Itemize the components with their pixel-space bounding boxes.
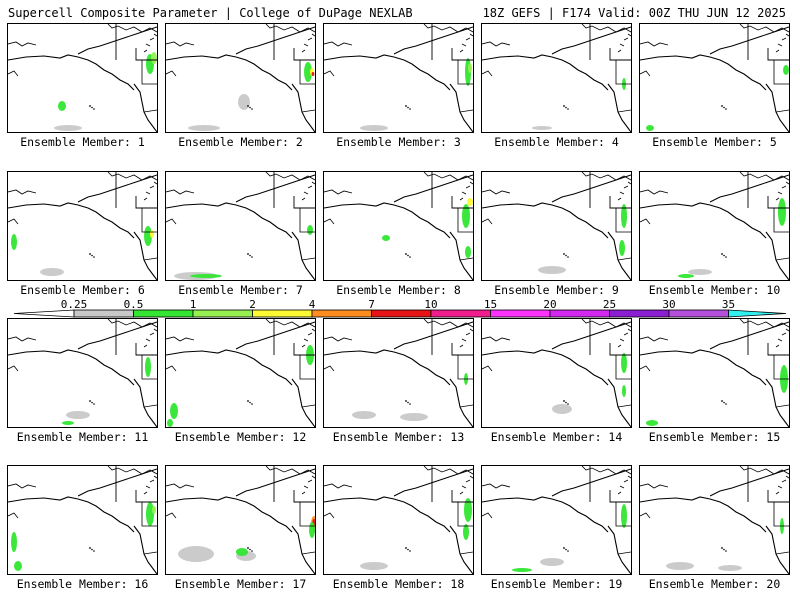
- colorbar-segment: [192, 309, 253, 318]
- colorbar-tick-label: 0.5: [124, 298, 144, 311]
- ensemble-member-map: [323, 23, 474, 133]
- map-canvas: [324, 319, 473, 427]
- ensemble-member-map: [165, 171, 316, 281]
- map-canvas: [640, 172, 789, 280]
- colorbar-tick-label: 0.25: [61, 298, 88, 311]
- ensemble-member-map: [165, 318, 316, 428]
- map-canvas: [482, 24, 631, 132]
- ensemble-member-label: Ensemble Member: 13: [332, 430, 465, 444]
- colorbar-tick-label: 10: [424, 298, 437, 311]
- map-canvas: [482, 466, 631, 574]
- map-canvas: [640, 319, 789, 427]
- colorbar-segment: [668, 309, 729, 318]
- colorbar-tick-label: 25: [603, 298, 616, 311]
- run-valid-time: 18Z GEFS | F174 Valid: 00Z THU JUN 12 20…: [482, 6, 786, 20]
- ensemble-member-map: [481, 465, 632, 575]
- ensemble-member-label: Ensemble Member: 10: [648, 283, 781, 297]
- ensemble-member-label: Ensemble Member: 3: [336, 135, 461, 149]
- map-canvas: [324, 172, 473, 280]
- ensemble-member-map: [7, 318, 158, 428]
- ensemble-member-label: Ensemble Member: 16: [16, 577, 149, 591]
- colorbar-segment: [73, 309, 134, 318]
- ensemble-member-map: [7, 465, 158, 575]
- colorbar-tick-label: 7: [368, 298, 375, 311]
- ensemble-member-map: [165, 23, 316, 133]
- ensemble-member-label: Ensemble Member: 7: [178, 283, 303, 297]
- map-canvas: [166, 466, 315, 574]
- ensemble-member-label: Ensemble Member: 6: [20, 283, 145, 297]
- colorbar-segment: [609, 309, 670, 318]
- ensemble-member-label: Ensemble Member: 18: [332, 577, 465, 591]
- colorbar-segment: [371, 309, 432, 318]
- colorbar-tick-label: 1: [190, 298, 197, 311]
- ensemble-member-label: Ensemble Member: 2: [178, 135, 303, 149]
- ensemble-member-label: Ensemble Member: 4: [494, 135, 619, 149]
- ensemble-member-map: [323, 171, 474, 281]
- ensemble-member-label: Ensemble Member: 14: [490, 430, 623, 444]
- colorbar-segment: [311, 309, 372, 318]
- colorbar-segment: [13, 309, 75, 318]
- ensemble-member-map: [639, 318, 790, 428]
- colorbar-segment: [728, 309, 787, 318]
- colorbar-tick-label: 15: [484, 298, 497, 311]
- colorbar-tick-label: 35: [722, 298, 735, 311]
- colorbar-segment: [490, 309, 551, 318]
- colorbar-segment: [133, 309, 194, 318]
- ensemble-member-label: Ensemble Member: 19: [490, 577, 623, 591]
- map-canvas: [166, 24, 315, 132]
- ensemble-member-label: Ensemble Member: 1: [20, 135, 145, 149]
- ensemble-member-label: Ensemble Member: 12: [174, 430, 307, 444]
- ensemble-member-map: [7, 23, 158, 133]
- ensemble-member-map: [481, 318, 632, 428]
- ensemble-member-label: Ensemble Member: 20: [648, 577, 781, 591]
- colorbar-tick-label: 4: [309, 298, 316, 311]
- ensemble-member-label: Ensemble Member: 17: [174, 577, 307, 591]
- colorbar-tick-label: 20: [543, 298, 556, 311]
- map-canvas: [482, 319, 631, 427]
- map-canvas: [166, 319, 315, 427]
- map-canvas: [324, 466, 473, 574]
- ensemble-member-label: Ensemble Member: 8: [336, 283, 461, 297]
- map-canvas: [324, 24, 473, 132]
- ensemble-member-label: Ensemble Member: 15: [648, 430, 781, 444]
- map-canvas: [8, 319, 157, 427]
- map-canvas: [8, 466, 157, 574]
- ensemble-member-label: Ensemble Member: 11: [16, 430, 149, 444]
- ensemble-member-map: [165, 465, 316, 575]
- colorbar-segment: [430, 309, 491, 318]
- ensemble-member-map: [639, 23, 790, 133]
- ensemble-member-map: [639, 465, 790, 575]
- chart-title: Supercell Composite Parameter | College …: [8, 6, 413, 20]
- ensemble-member-map: [323, 318, 474, 428]
- ensemble-member-map: [639, 171, 790, 281]
- map-canvas: [166, 172, 315, 280]
- colorbar-tick-label: 30: [662, 298, 675, 311]
- ensemble-member-label: Ensemble Member: 5: [652, 135, 777, 149]
- map-canvas: [640, 24, 789, 132]
- colorbar-tick-label: 2: [249, 298, 256, 311]
- ensemble-member-label: Ensemble Member: 9: [494, 283, 619, 297]
- map-canvas: [482, 172, 631, 280]
- ensemble-member-map: [481, 171, 632, 281]
- ensemble-member-map: [7, 171, 158, 281]
- map-canvas: [640, 466, 789, 574]
- colorbar-segment: [549, 309, 610, 318]
- map-canvas: [8, 24, 157, 132]
- ensemble-member-map: [481, 23, 632, 133]
- map-canvas: [8, 172, 157, 280]
- colorbar-segment: [252, 309, 313, 318]
- ensemble-member-map: [323, 465, 474, 575]
- colorbar-legend: 0.25 0.5 1 2 4 7 10 15 20 25 30 35: [13, 298, 787, 318]
